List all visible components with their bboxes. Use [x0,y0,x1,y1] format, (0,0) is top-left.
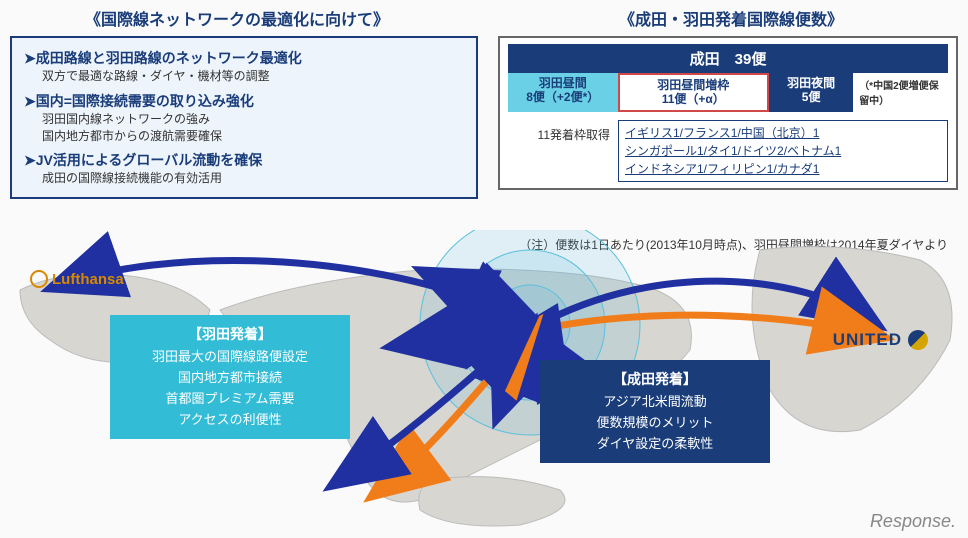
united-icon [908,330,928,350]
flights-box: 成田 39便 羽田昼間8便（+2便*） 羽田昼間増枠11便（+α） 羽田夜間5便… [498,36,958,190]
slot-links: イギリス1/フランス1/中国（北京）1 シンガポール1/タイ1/ドイツ2/ベトナ… [618,120,948,182]
right-section-title: 《成田・羽田発着国際線便数》 [504,6,958,30]
bullet-main: ➤成田路線と羽田路線のネットワーク最適化 [24,48,464,68]
haneda-night-cell: 羽田夜間5便 [769,73,853,112]
bullet-sub: 双方で最適な路線・ダイヤ・機材等の調整 [42,68,464,85]
narita-callout: 【成田発着】 アジア北米間流動 便数規模のメリット ダイヤ設定の柔軟性 [540,360,770,463]
bullet-sub: 成田の国際線接続機能の有効活用 [42,170,464,187]
watermark: Response. [870,511,956,532]
narita-bar: 成田 39便 [508,44,948,73]
united-logo: UNITED [833,330,928,350]
haneda-day-add-cell: 羽田昼間増枠11便（+α） [618,73,770,112]
bullet-sub: 羽田国内線ネットワークの強み 国内地方都市からの渡航需要確保 [42,111,464,145]
china-note: （*中国2便増便保留中） [853,73,948,112]
bullet-main: ➤国内=国際接続需要の取り込み強化 [24,91,464,111]
haneda-callout: 【羽田発着】 羽田最大の国際線路便設定 国内地方都市接続 首都圏プレミアム需要 … [110,315,350,439]
haneda-day-cell: 羽田昼間8便（+2便*） [508,73,618,112]
left-section-title: 《国際線ネットワークの最適化に向けて》 [10,6,464,30]
bullet-main: ➤JV活用によるグローバル流動を確保 [24,150,464,170]
slot-label: 11発着枠取得 [508,120,618,182]
lufthansa-icon [30,270,48,288]
optimization-box: ➤成田路線と羽田路線のネットワーク最適化 双方で最適な路線・ダイヤ・機材等の調整… [10,36,478,199]
world-map: Lufthansa UNITED 【羽田発着】 羽田最大の国際線路便設定 国内地… [0,230,968,530]
lufthansa-logo: Lufthansa [30,270,124,288]
